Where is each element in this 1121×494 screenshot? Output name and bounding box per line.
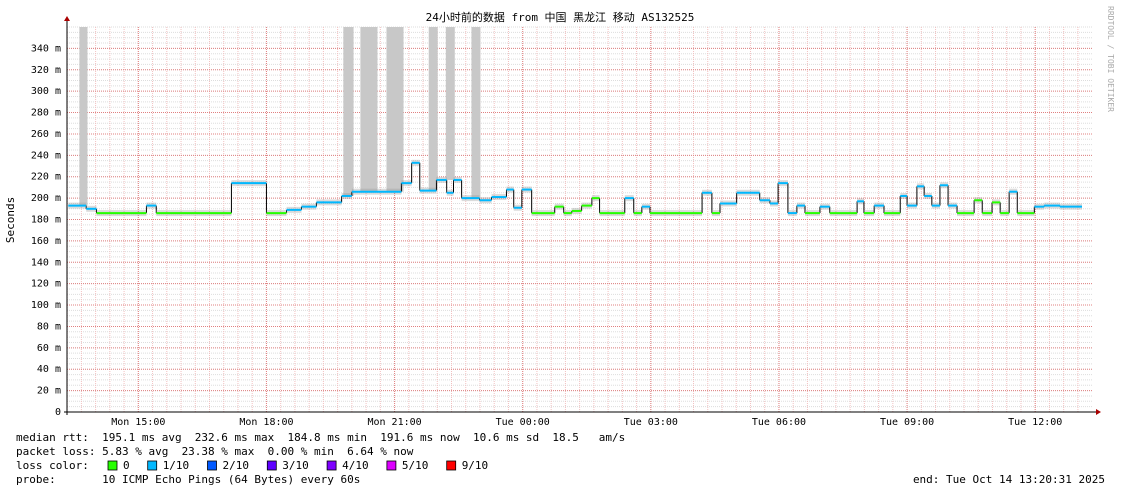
y-tick-label: 220 m [31,172,61,183]
x-tick-label: Tue 12:00 [1008,417,1062,428]
y-tick-label: 20 m [37,386,61,397]
legend-swatch [386,460,397,471]
y-tick-label: 100 m [31,300,61,311]
probe-info: probe: 10 ICMP Echo Pings (64 Bytes) eve… [16,473,360,486]
x-tick-label: Mon 15:00 [111,417,165,428]
axis-arrow [1096,409,1101,415]
smoke-spike [386,27,404,192]
x-tick-label: Tue 09:00 [880,417,934,428]
smoke-spike [471,27,481,199]
legend-label: 3/10 [282,459,309,472]
y-tick-label: 120 m [31,279,61,290]
y-tick-label: 240 m [31,150,61,161]
end-time: end: Tue Oct 14 13:20:31 2025 [913,473,1105,486]
stats-line: packet loss: 5.83 % avg 23.38 % max 0.00… [16,445,414,458]
legend-label: 5/10 [402,459,429,472]
y-tick-label: 140 m [31,257,61,268]
y-tick-label: 180 m [31,215,61,226]
watermark: RRDTOOL / TOBI OETIKER [1106,6,1115,112]
y-tick-label: 280 m [31,108,61,119]
y-tick-label: 80 m [37,321,61,332]
smoke-spike [79,27,88,206]
x-tick-label: Mon 21:00 [367,417,421,428]
legend-label: 2/10 [223,459,250,472]
legend-swatch [326,460,337,471]
x-tick-label: Mon 18:00 [239,417,293,428]
x-tick-label: Tue 06:00 [752,417,806,428]
y-tick-label: 160 m [31,236,61,247]
x-tick-label: Tue 03:00 [624,417,678,428]
legend-swatch [207,460,217,471]
axis-arrow [64,16,70,21]
legend-label: 4/10 [342,459,369,472]
chart-title: 24小时前的数据 from 中国 黑龙江 移动 AS132525 [426,10,695,24]
legend-swatch [147,460,158,471]
y-tick-label: 260 m [31,129,61,140]
y-tick-label: 0 [55,407,61,418]
legend-swatch [107,460,118,471]
y-tick-label: 200 m [31,193,61,204]
stats-line: median rtt: 195.1 ms avg 232.6 ms max 18… [16,431,625,444]
y-tick-label: 40 m [37,364,61,375]
legend-label: 0 [123,459,130,472]
y-tick-label: 60 m [37,343,61,354]
y-tick-label: 300 m [31,86,61,97]
y-tick-label: 320 m [31,65,61,76]
y-tick-label: 340 m [31,43,61,54]
smoke-spike [343,27,354,196]
legend-swatch [266,460,277,471]
legend-swatch [446,460,457,471]
legend-title: loss color: [16,459,89,472]
legend-label: 1/10 [163,459,190,472]
legend-label: 9/10 [462,459,489,472]
smoke-spike [428,27,438,191]
x-tick-label: Tue 00:00 [496,417,550,428]
smoke-spike [445,27,455,180]
y-axis-label: Seconds [4,197,17,243]
smoke-spike [360,27,378,192]
